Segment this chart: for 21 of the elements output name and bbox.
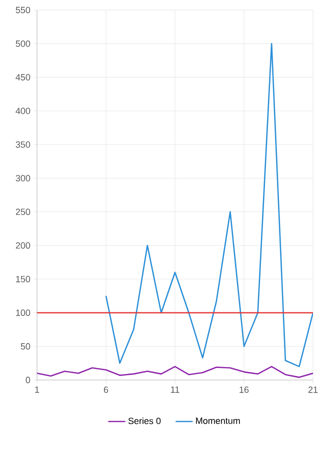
y-tick-label: 450 — [16, 74, 30, 80]
x-tick-label: 16 — [240, 386, 249, 393]
y-tick-label: 100 — [16, 310, 30, 316]
x-tick-label: 6 — [104, 386, 108, 393]
y-tick-label: 250 — [16, 208, 30, 216]
x-tick-label: 21 — [308, 386, 318, 393]
y-tick-label: 50 — [20, 343, 30, 350]
y-tick-label: 200 — [16, 242, 30, 249]
y-tick-label: 500 — [16, 40, 30, 47]
legend-label: Momentum — [196, 418, 240, 424]
line-series — [105, 42, 313, 368]
y-tick-label: 300 — [16, 174, 30, 182]
legend-label: Series 0 — [128, 417, 161, 424]
y-tick-label: 350 — [16, 141, 30, 148]
y-tick-label: 400 — [16, 108, 30, 114]
y-tick-label: 150 — [16, 276, 30, 282]
line-series — [36, 366, 313, 378]
x-tick-label: 1 — [35, 386, 40, 393]
y-tick-label: 550 — [16, 6, 30, 14]
x-tick-label: 11 — [171, 386, 180, 393]
y-tick-label: 0 — [26, 376, 30, 384]
